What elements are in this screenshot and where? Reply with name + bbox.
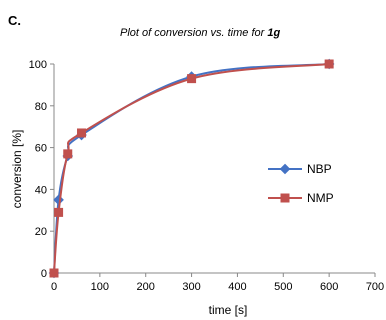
- y-tick-label: 60: [35, 143, 47, 155]
- chart-title-main: Plot of conversion vs. time for: [120, 27, 267, 39]
- chart-title: Plot of conversion vs. time for 1g: [120, 27, 280, 39]
- x-tick-label: 600: [320, 281, 338, 293]
- x-axis-label: time [s]: [209, 303, 248, 317]
- data-point-nmp: [49, 268, 59, 278]
- x-tick-label: 300: [182, 281, 200, 293]
- panel-label: C.: [8, 13, 21, 28]
- x-tick-label: 400: [228, 281, 246, 293]
- legend: NBP NMP: [268, 162, 334, 205]
- y-tick-label: 80: [35, 101, 47, 113]
- x-tick-label: 100: [91, 281, 109, 293]
- y-tick-label: 0: [41, 268, 47, 280]
- series-layer: [48, 58, 335, 279]
- axes: 0 100 200 300 400 500 600 700 0 20 40 60 80 100: [29, 59, 385, 293]
- legend-label-nbp: NBP: [307, 162, 332, 176]
- x-tick-label: 0: [51, 281, 57, 293]
- y-tick-label: 40: [35, 184, 47, 196]
- y-tick-label: 100: [29, 59, 47, 71]
- legend-label-nmp: NMP: [307, 191, 334, 205]
- data-point-nmp: [324, 59, 334, 69]
- data-point-nmp: [63, 149, 73, 159]
- x-tick-label: 500: [274, 281, 292, 293]
- x-tick-label: 700: [366, 281, 384, 293]
- data-point-nmp: [77, 128, 87, 138]
- y-axis-label: conversion [%]: [10, 130, 24, 209]
- data-point-nmp: [54, 207, 64, 217]
- chart-title-compound: 1g: [267, 27, 280, 39]
- legend-marker-nmp: [280, 193, 290, 203]
- legend-marker-nbp: [279, 163, 291, 175]
- data-point-nmp: [187, 74, 197, 84]
- data-point-nbp: [53, 194, 64, 206]
- x-tick-label: 200: [137, 281, 155, 293]
- series-nmp: [49, 59, 334, 278]
- y-tick-label: 20: [35, 226, 47, 238]
